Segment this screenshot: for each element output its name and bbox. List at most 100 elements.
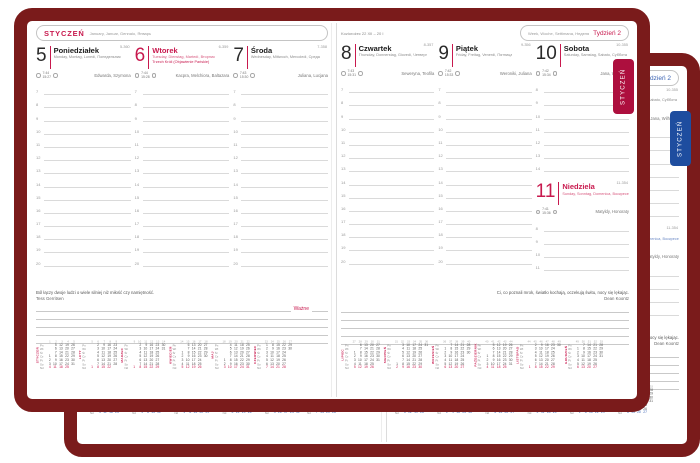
hour-row: 20 [36, 253, 131, 267]
mini-date: 21 [65, 350, 69, 355]
mini-date: 22 [594, 410, 599, 415]
mini-date: 27 [203, 343, 208, 348]
hour-row: 20 [233, 253, 329, 267]
mini-date: 18 [454, 358, 459, 363]
hour-label: 11 [535, 265, 540, 271]
weekday-abbr: So [257, 362, 261, 366]
hour-row: 14 [438, 172, 532, 186]
mini-day-row: Nd 4 11 18 25 [40, 366, 75, 370]
hour-line [446, 184, 532, 186]
mini-date: 26 [508, 343, 513, 348]
mini-month-label: CZERWIEC [253, 345, 257, 365]
mini-date: 18 [109, 410, 113, 415]
hour-label: 19 [134, 247, 140, 253]
sunset-time: 15:33 [444, 72, 454, 77]
mini-date: 27 [460, 365, 465, 370]
week-number: 26 [282, 340, 286, 344]
mini-month-label: LUTY [78, 350, 82, 360]
left-page: STYCZEŃ January, Januar, Gennaio, Январь… [36, 25, 329, 267]
mini-date: 6 [359, 343, 362, 348]
weekday-abbr: Cz [568, 354, 572, 359]
hour-label: 16 [438, 205, 443, 211]
mini-date: 4 [353, 361, 356, 366]
mini-date: 30 [418, 365, 423, 370]
mini-date [555, 366, 561, 370]
hour-label: 17 [233, 221, 238, 227]
weekday-abbr: Cz [172, 354, 177, 359]
weekday-abbr: Śr [257, 351, 260, 355]
mini-date: 6 [492, 346, 495, 351]
hour-line [543, 243, 629, 245]
week-number: 18 [204, 340, 208, 344]
hour-label: 18 [438, 232, 443, 238]
mini-date: 22 [149, 365, 154, 370]
sunrise-time: 7:42 [444, 68, 452, 73]
weekday-abbr: Nd [90, 411, 94, 415]
weekday-abbr: Śr [519, 351, 523, 355]
hour-line [446, 224, 532, 226]
week-number: 44 [509, 340, 513, 344]
mini-date: 21 [460, 343, 465, 348]
mini-date: 20 [370, 343, 374, 348]
mini-date: 8 [402, 361, 404, 366]
mini-date: 15 [101, 365, 106, 370]
weekday-abbr: Wt [124, 347, 128, 351]
hour-label: 17 [36, 221, 41, 227]
hour-row: 16 [135, 201, 230, 214]
mini-date: 22 [239, 358, 244, 363]
hour-line [44, 186, 131, 188]
mini-date: 9 [452, 410, 454, 415]
mini-date: 11 [539, 350, 543, 355]
mini-date: 19 [239, 346, 244, 351]
mini-date: 9 [492, 358, 495, 363]
hour-row: 12 [438, 146, 532, 160]
mini-date: 27 [282, 361, 286, 366]
week-number: 15 [186, 340, 190, 344]
day-name-translations: Thursday, Donnerstag, Giovedì, Четверг [358, 53, 428, 58]
hour-label: 8 [134, 102, 137, 108]
hour-line [446, 158, 532, 160]
mini-date: 17 [191, 358, 196, 363]
hour-row: 15 [341, 186, 435, 199]
hour-line [241, 133, 329, 135]
mini-date: 9 [450, 350, 453, 355]
hour-row: 15 [36, 188, 131, 201]
mini-day-row: Nd 4 11 18 25 [90, 411, 125, 415]
hour-label: 10 [438, 126, 443, 132]
weekday-abbr: Wt [345, 347, 349, 351]
mini-date: 26 [418, 350, 423, 355]
hour-row: 12 [135, 148, 230, 162]
page-gutter [331, 23, 337, 397]
hour-line [241, 173, 329, 175]
mini-date: 28 [71, 350, 75, 355]
weekday-abbr: Pn [214, 343, 219, 348]
mini-date: 29 [599, 346, 603, 351]
hour-row: 9 [438, 106, 532, 120]
mini-date: 5 [181, 365, 184, 370]
hour-row: 12 [233, 148, 329, 162]
hour-line [44, 226, 131, 228]
hour-label: 7 [233, 89, 236, 95]
week-number: 43 [503, 340, 507, 344]
mini-date: 23 [370, 354, 374, 359]
mini-date: 5 [54, 343, 57, 348]
mini-date: 29 [205, 410, 210, 415]
mini-date: 15 [406, 361, 411, 366]
hour-line [142, 120, 230, 122]
hour-row: 11 [438, 133, 532, 146]
mini-day-row: Nd 5 12 19 26 [223, 411, 258, 415]
hour-line [543, 171, 629, 173]
hour-line [44, 239, 131, 241]
week-number: 19 [228, 340, 232, 344]
